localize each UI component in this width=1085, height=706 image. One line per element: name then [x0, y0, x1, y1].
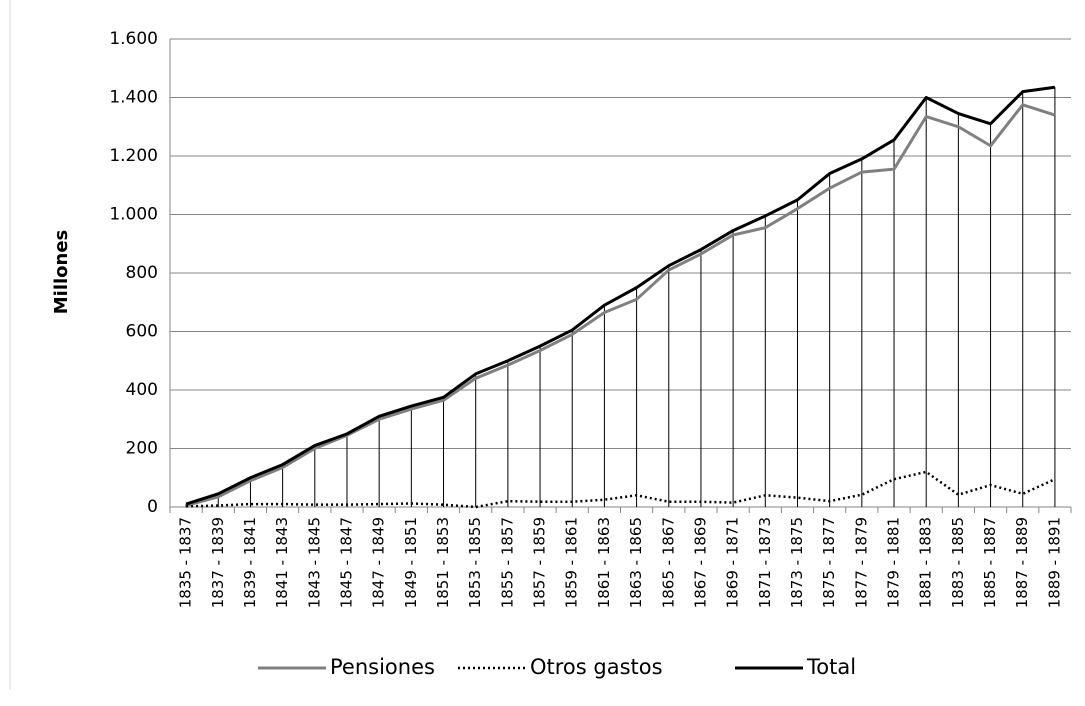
x-tick-label: 1887 - 1889 [1013, 517, 1031, 608]
y-axis-label: Millones [51, 230, 72, 315]
y-tick-label: 1.000 [109, 205, 158, 225]
x-tick-label: 1877 - 1879 [852, 517, 870, 608]
x-tick-label: 1879 - 1881 [885, 517, 903, 608]
x-tick-label: 1889 - 1891 [1045, 517, 1063, 608]
legend-label: Pensiones [330, 655, 435, 679]
x-tick-label: 1835 - 1837 [177, 517, 195, 608]
y-tick-label: 400 [126, 380, 158, 400]
y-tick-label: 800 [126, 263, 158, 283]
series-line [185, 85, 1056, 506]
x-tick-label: 1843 - 1845 [305, 517, 323, 608]
y-tick-label: 0 [147, 497, 158, 517]
x-tick-label: 1875 - 1877 [820, 517, 838, 608]
y-tick-label: 1.400 [109, 88, 158, 108]
x-tick-label: 1859 - 1861 [563, 517, 581, 608]
x-tick-label: 1873 - 1875 [788, 517, 806, 608]
x-tick-label: 1845 - 1847 [337, 517, 355, 608]
legend-label: Total [806, 655, 856, 679]
x-tick-label: 1853 - 1855 [466, 517, 484, 608]
series-line [185, 103, 1056, 507]
series-line [186, 470, 1056, 509]
x-tick-label: 1881 - 1883 [917, 517, 935, 608]
x-tick-label: 1851 - 1853 [434, 517, 452, 608]
x-tick-label: 1869 - 1871 [724, 517, 742, 608]
x-tick-label: 1841 - 1843 [273, 517, 291, 608]
x-tick-label: 1885 - 1887 [981, 517, 999, 608]
x-tick-label: 1883 - 1885 [949, 517, 967, 608]
y-tick-label: 200 [126, 439, 158, 459]
x-tick-label: 1857 - 1859 [531, 517, 549, 608]
x-tick-label: 1865 - 1867 [659, 517, 677, 608]
x-tick-label: 1861 - 1863 [595, 517, 613, 608]
legend-label: Otros gastos [530, 655, 663, 679]
x-tick-label: 1847 - 1849 [370, 517, 388, 608]
x-tick-label: 1863 - 1865 [627, 517, 645, 608]
y-tick-label: 1.200 [109, 146, 158, 166]
x-tick-label: 1871 - 1873 [756, 517, 774, 608]
x-tick-label: 1837 - 1839 [209, 517, 227, 608]
y-tick-label: 600 [126, 322, 158, 342]
x-tick-label: 1855 - 1857 [498, 517, 516, 608]
x-tick-label: 1839 - 1841 [241, 517, 259, 608]
x-tick-label: 1867 - 1869 [691, 517, 709, 608]
y-tick-label: 1.600 [109, 29, 158, 49]
x-tick-label: 1849 - 1851 [402, 517, 420, 608]
